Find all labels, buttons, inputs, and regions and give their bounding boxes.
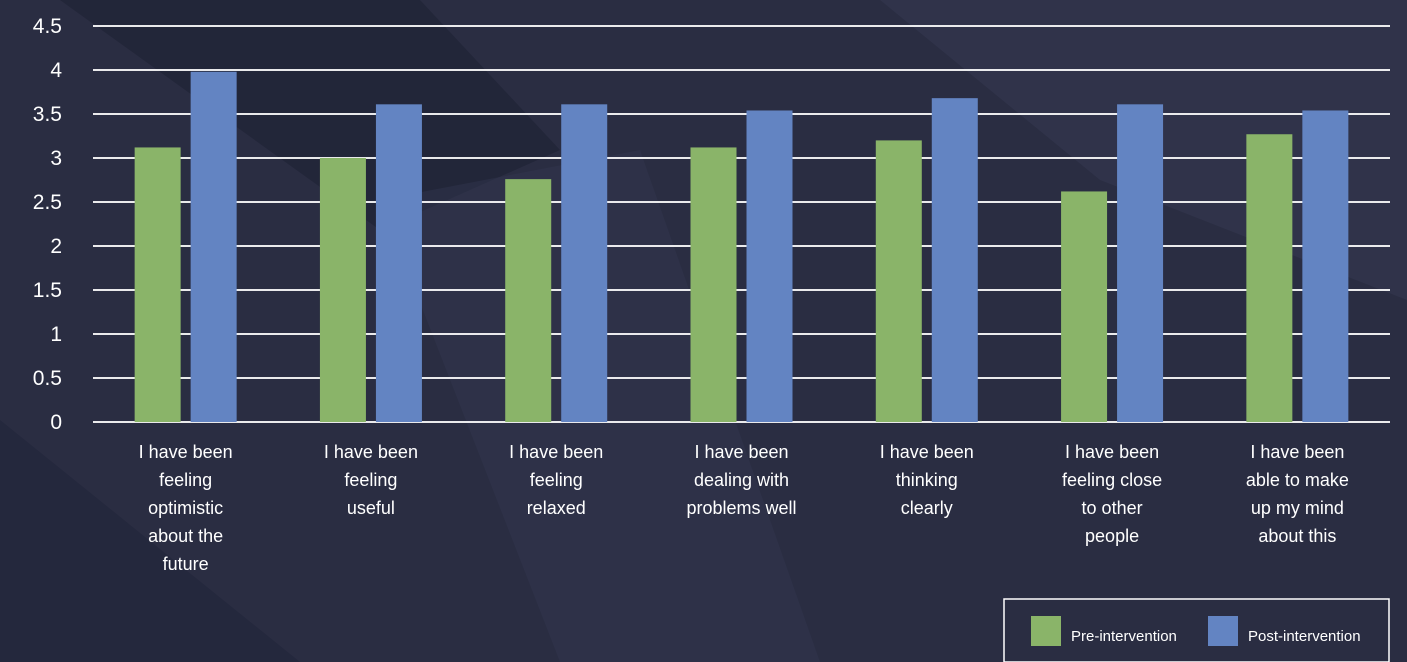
x-category-label-line: able to make (1246, 470, 1349, 490)
bars (134, 71, 1349, 423)
legend-label: Pre-intervention (1071, 628, 1177, 645)
x-category-label: I have been thinking clearly (880, 442, 974, 518)
pre-intervention-bar (1061, 191, 1108, 422)
pre-intervention-bar (875, 140, 922, 422)
x-category-label: I have been feeling relaxed (509, 442, 603, 518)
x-category-label-line: people (1085, 526, 1139, 546)
x-category-label-line: clearly (901, 498, 953, 518)
x-category-label-line: I have been (324, 442, 418, 462)
y-tick-label: 2.5 (33, 191, 62, 214)
legend-box (1003, 598, 1390, 662)
pre-intervention-bar (319, 158, 366, 422)
pre-intervention-bar (1246, 134, 1293, 423)
x-category-label-line: feeling close (1062, 470, 1162, 490)
x-category-label: I have been feeling optimistic about the fut… (139, 442, 233, 574)
y-tick-label: 0.5 (33, 367, 62, 390)
x-category-label-line: future (163, 554, 209, 574)
x-category-label-line: up my mind (1251, 498, 1344, 518)
x-category-label-line: useful (347, 498, 395, 518)
y-tick-label: 2 (50, 235, 62, 258)
x-axis-labels: I have been feeling optimistic about the fut… (139, 442, 1349, 574)
post-intervention-bar (746, 110, 793, 422)
y-tick-label: 1 (50, 323, 62, 346)
post-intervention-bar (561, 104, 608, 422)
pre-intervention-bar (134, 147, 181, 422)
x-category-label-line: I have been (880, 442, 974, 462)
x-category-label-line: thinking (896, 470, 958, 490)
pre-intervention-bar (690, 147, 737, 422)
y-tick-label: 0 (50, 411, 62, 434)
y-tick-label: 4.5 (33, 15, 62, 38)
x-category-label: I have been dealing with problems well (686, 442, 796, 518)
x-category-label-line: feeling (344, 470, 397, 490)
x-category-label-line: feeling (159, 470, 212, 490)
y-tick-label: 3 (50, 147, 62, 170)
x-category-label-line: optimistic (148, 498, 223, 518)
x-category-label-line: about this (1258, 526, 1336, 546)
y-tick-label: 4 (50, 59, 62, 82)
x-category-label-line: relaxed (527, 498, 586, 518)
background-shape (0, 420, 300, 662)
x-category-label: I have been feeling useful (324, 442, 418, 518)
post-intervention-bar (190, 71, 237, 422)
legend-swatch (1031, 616, 1061, 646)
x-category-label-line: I have been (139, 442, 233, 462)
y-tick-label: 3.5 (33, 103, 62, 126)
legend-label: Post-intervention (1248, 628, 1361, 645)
x-category-label-line: I have been (1065, 442, 1159, 462)
x-category-label-line: to other (1082, 498, 1143, 518)
x-category-label-line: feeling (530, 470, 583, 490)
post-intervention-bar (375, 104, 422, 422)
x-category-label-line: problems well (686, 498, 796, 518)
post-intervention-bar (1117, 104, 1164, 422)
post-intervention-bar (931, 98, 978, 422)
x-category-label-line: I have been (694, 442, 788, 462)
x-category-label-line: I have been (509, 442, 603, 462)
legend-swatch (1208, 616, 1238, 646)
post-intervention-bar (1302, 110, 1349, 422)
pre-intervention-bar (505, 179, 552, 422)
x-category-label-line: dealing with (694, 470, 789, 490)
x-category-label: I have been able to make up my mind about t… (1246, 442, 1349, 546)
y-tick-label: 1.5 (33, 279, 62, 302)
y-axis-ticks: 0 0.5 1 1.5 2 2.5 3 3.5 4 4.5 (33, 15, 63, 434)
gridlines (93, 25, 1390, 423)
x-category-label: I have been feeling close to other people (1062, 442, 1162, 546)
x-category-label-line: about the (148, 526, 223, 546)
legend: Pre-intervention Post-intervention (1003, 598, 1390, 662)
x-category-label-line: I have been (1250, 442, 1344, 462)
